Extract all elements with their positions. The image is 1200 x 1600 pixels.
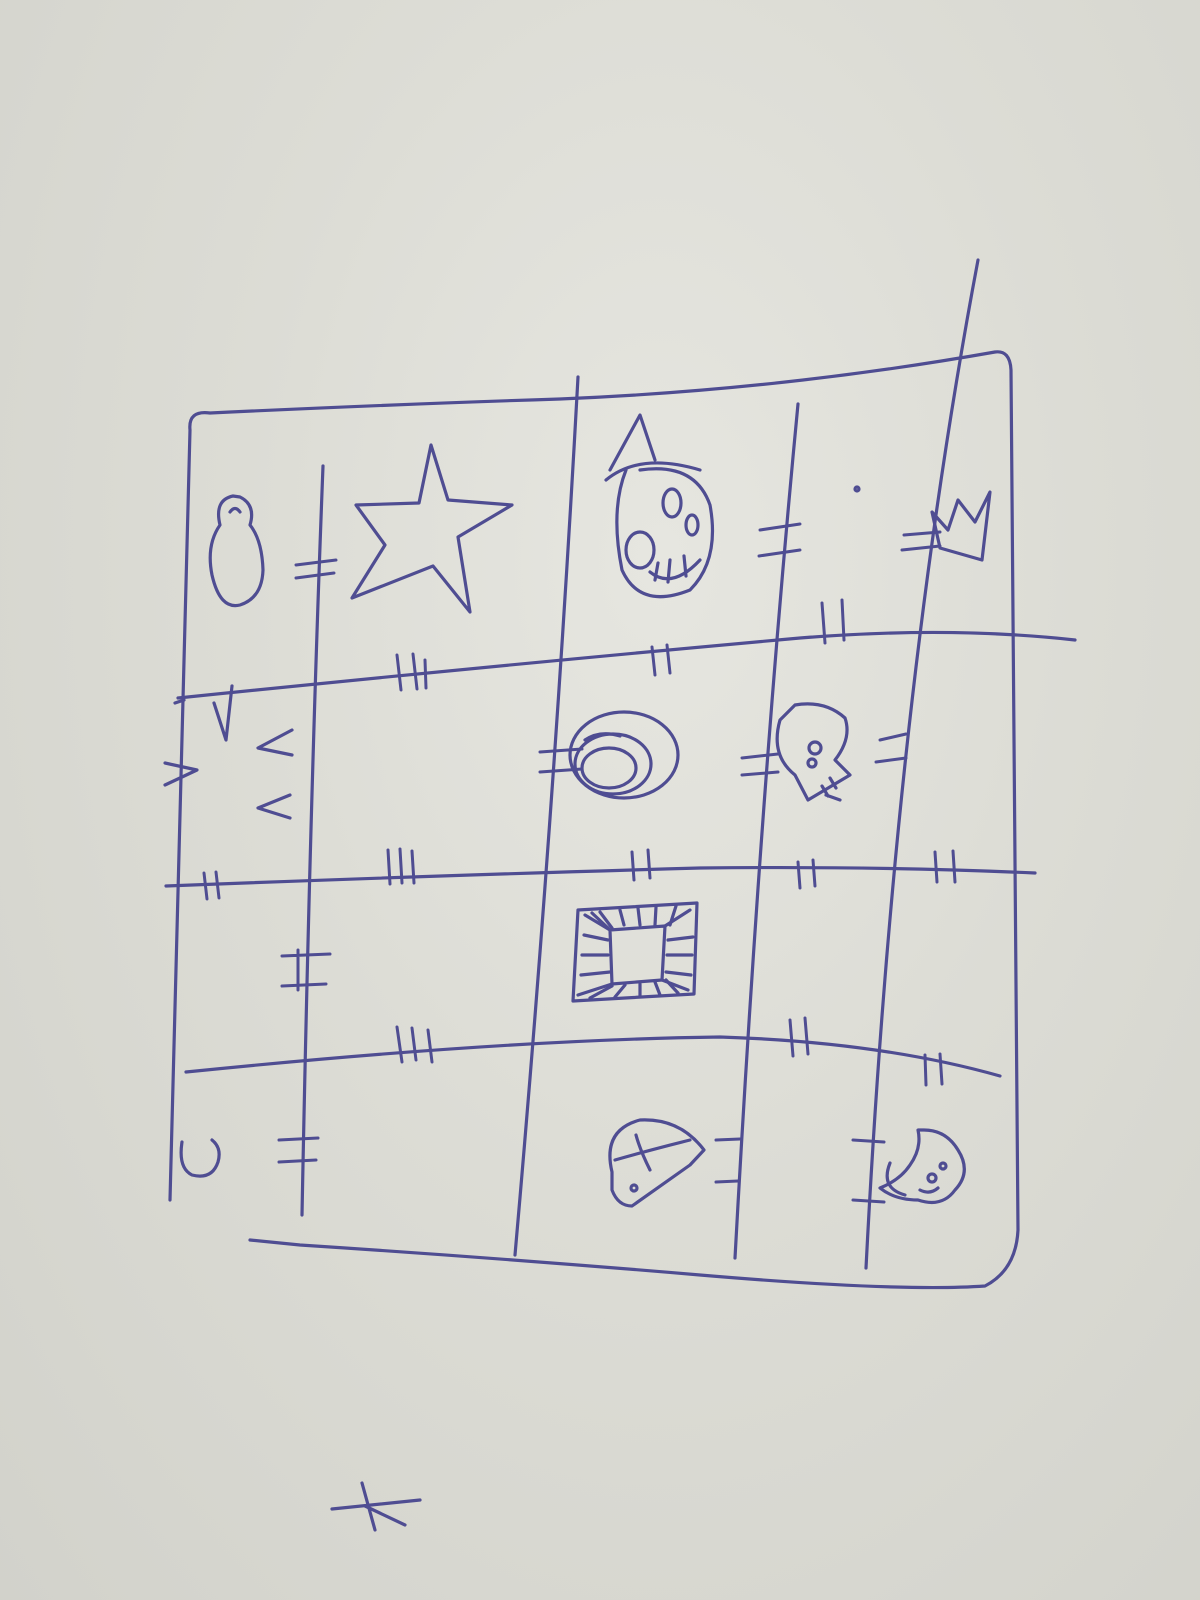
grid-frame xyxy=(168,350,1020,1290)
grid-line-vertical-3 xyxy=(733,402,800,1260)
grid-line-horizontal-2 xyxy=(164,865,1037,888)
grid-line-horizontal-3 xyxy=(184,1035,1002,1078)
coil-ring-icon xyxy=(568,710,680,800)
grid-line-horizontal-1 xyxy=(176,630,1077,700)
grid-line-vertical-1 xyxy=(300,464,325,1217)
witch-head-icon xyxy=(604,413,714,599)
cap-icon xyxy=(608,1118,706,1208)
grid-line-vertical-2 xyxy=(513,375,580,1257)
crossed-glyph-icon xyxy=(330,1481,422,1532)
hatched-square-icon xyxy=(571,901,699,1003)
crown-icon xyxy=(853,485,992,562)
skull-icon xyxy=(775,702,852,802)
tick-marks xyxy=(202,522,957,1204)
crescent-moon-icon xyxy=(878,1128,966,1204)
star-icon xyxy=(350,443,514,614)
grid-line-vertical-4 xyxy=(864,258,980,1270)
hook-icon xyxy=(179,1138,221,1178)
triangle-marks-icon xyxy=(163,684,294,820)
pear-figure-icon xyxy=(208,494,265,608)
